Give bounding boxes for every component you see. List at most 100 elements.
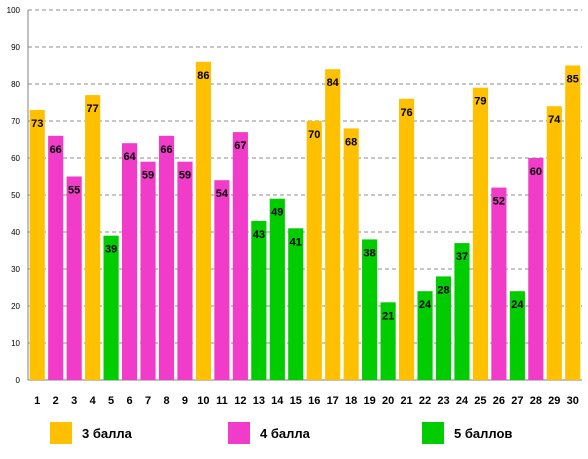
x-tick-label-10: 10 (197, 395, 209, 407)
x-tick-label-17: 17 (327, 395, 339, 407)
x-tick-label-16: 16 (308, 395, 320, 407)
bar-17 (325, 69, 341, 380)
data-label-1: 73 (31, 118, 43, 130)
bar-25 (472, 87, 489, 380)
bar-24 (454, 243, 470, 380)
bar-18 (343, 128, 359, 380)
data-label-20: 21 (382, 310, 394, 322)
x-tick-label-23: 23 (437, 395, 449, 407)
bar-30 (565, 65, 581, 380)
y-tick-label-70: 70 (11, 117, 20, 126)
data-label-3: 55 (68, 185, 80, 197)
x-tick-label-21: 21 (400, 395, 412, 407)
bar-23 (435, 276, 452, 380)
x-tick-label-4: 4 (90, 395, 97, 407)
data-label-16: 70 (308, 129, 320, 141)
data-label-30: 85 (567, 74, 579, 86)
data-label-12: 67 (234, 140, 246, 152)
x-tick-label-15: 15 (290, 395, 302, 407)
x-tick-label-7: 7 (145, 395, 151, 407)
x-tick-label-18: 18 (345, 395, 357, 407)
bar-22 (417, 291, 433, 380)
data-label-26: 52 (493, 196, 505, 208)
x-tick-label-3: 3 (71, 395, 77, 407)
data-label-22: 24 (419, 299, 432, 311)
bar-21 (398, 98, 415, 381)
x-tick-label-28: 28 (530, 395, 542, 407)
data-label-2: 66 (50, 144, 62, 156)
x-tick-label-25: 25 (474, 395, 486, 407)
bar-26 (491, 187, 507, 380)
x-tick-label-14: 14 (271, 395, 284, 407)
data-label-24: 37 (456, 251, 468, 263)
data-label-17: 84 (327, 77, 340, 89)
data-label-13: 43 (253, 229, 265, 241)
bar-4 (85, 95, 101, 380)
y-tick-label-90: 90 (11, 43, 20, 52)
y-tick-label-80: 80 (11, 80, 20, 89)
data-label-25: 79 (474, 96, 486, 108)
y-tick-label-100: 100 (7, 6, 21, 15)
bar-27 (509, 291, 525, 380)
data-label-14: 49 (271, 207, 283, 219)
x-tick-label-24: 24 (456, 395, 469, 407)
data-label-11: 54 (216, 188, 229, 200)
bar-2 (48, 135, 64, 380)
bar-29 (546, 106, 562, 380)
legend-label-5: 5 баллов (454, 426, 513, 441)
x-tick-label-5: 5 (108, 395, 114, 407)
x-tick-label-26: 26 (493, 395, 505, 407)
bar-14 (269, 198, 285, 380)
bar-7 (140, 161, 156, 380)
x-tick-label-8: 8 (163, 395, 169, 407)
y-tick-label-10: 10 (11, 339, 20, 348)
data-label-7: 59 (142, 170, 154, 182)
y-tick-label-20: 20 (11, 302, 20, 311)
x-tick-label-11: 11 (216, 395, 228, 407)
bar-19 (362, 239, 378, 380)
data-label-6: 64 (123, 151, 136, 163)
data-label-18: 68 (345, 136, 357, 148)
legend-swatch-3 (50, 422, 72, 444)
bar-10 (195, 61, 212, 381)
x-tick-label-20: 20 (382, 395, 394, 407)
bar-16 (306, 121, 322, 380)
bar-3 (66, 176, 82, 380)
x-tick-label-12: 12 (234, 395, 246, 407)
data-label-21: 76 (400, 107, 412, 119)
bar-1 (29, 109, 45, 381)
data-label-23: 28 (437, 284, 449, 296)
bar-5 (103, 235, 119, 380)
bar-9 (177, 161, 193, 380)
data-label-8: 66 (160, 144, 172, 156)
legend-label-4: 4 балла (260, 426, 310, 441)
legend-swatch-4 (228, 422, 250, 444)
data-label-28: 60 (530, 166, 542, 178)
y-tick-label-40: 40 (11, 228, 20, 237)
x-tick-label-19: 19 (364, 395, 376, 407)
x-tick-label-22: 22 (419, 395, 431, 407)
x-tick-label-2: 2 (53, 395, 59, 407)
y-tick-label-50: 50 (11, 191, 20, 200)
x-tick-label-9: 9 (182, 395, 188, 407)
x-tick-label-1: 1 (34, 395, 40, 407)
data-label-4: 77 (87, 103, 99, 115)
data-label-29: 74 (548, 114, 561, 126)
y-tick-label-30: 30 (11, 265, 20, 274)
x-tick-label-30: 30 (567, 395, 579, 407)
data-label-15: 41 (290, 236, 302, 248)
data-label-10: 86 (197, 70, 209, 82)
x-tick-label-6: 6 (127, 395, 133, 407)
x-tick-label-27: 27 (511, 395, 523, 407)
bar-6 (121, 143, 138, 380)
bar-20 (380, 302, 396, 380)
bar-15 (288, 228, 304, 380)
data-label-9: 59 (179, 170, 191, 182)
bar-13 (251, 220, 267, 380)
y-tick-label-0: 0 (16, 376, 21, 385)
bar-28 (528, 158, 544, 380)
x-tick-label-13: 13 (253, 395, 265, 407)
data-label-5: 39 (105, 244, 117, 256)
